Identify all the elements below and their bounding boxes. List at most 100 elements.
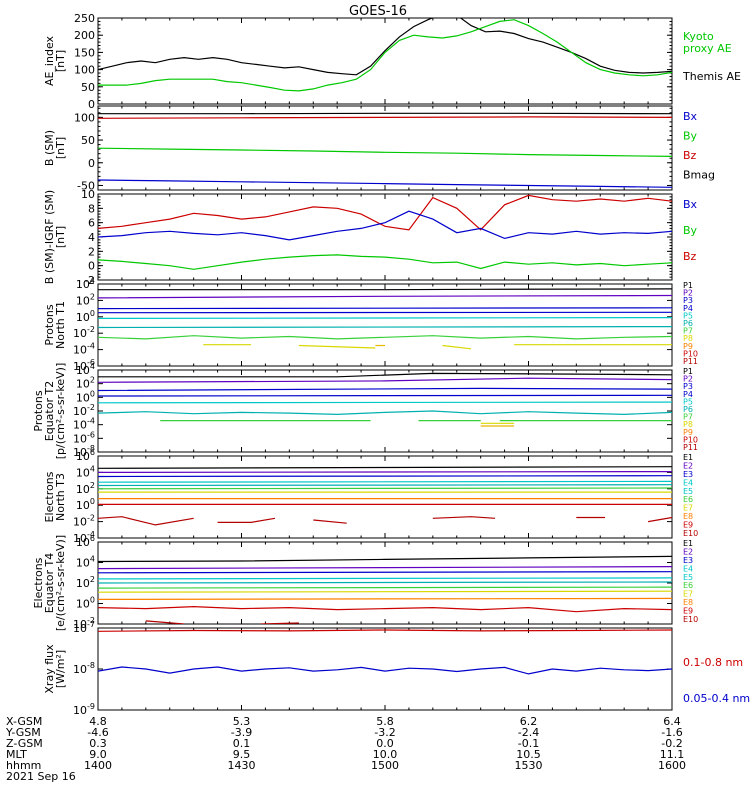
legend-label: proxy AE — [683, 42, 732, 55]
y-tick-label: 102 — [76, 376, 95, 391]
y-tick-label: 4 — [88, 231, 95, 244]
series-0-05-0-4-nm — [98, 666, 672, 675]
y-axis-label: Protons — [43, 304, 56, 345]
legend-label: Bx — [683, 198, 698, 211]
series-group — [98, 372, 672, 427]
footer-row-label: X-GSM — [6, 715, 42, 728]
y-axis-label: North T3 — [54, 473, 67, 521]
legend-label: Bz — [683, 250, 697, 263]
y-tick-label: 10-4 — [73, 342, 95, 357]
series-p1 — [98, 372, 672, 378]
y-tick-label: 0 — [88, 98, 95, 111]
legend-label: P7 — [683, 327, 693, 336]
series-bz — [98, 116, 672, 119]
legend-label: E9 — [683, 521, 693, 530]
series-e10-d — [432, 516, 496, 519]
y-tick-label: 100 — [74, 111, 95, 124]
series-e3 — [98, 571, 672, 574]
y-axis-label: Electrons — [32, 557, 45, 608]
y-tick-label: 10-6 — [73, 358, 95, 373]
series-bz — [98, 194, 672, 231]
series-by — [98, 147, 672, 157]
footer-value-mlt: 10.0 — [373, 748, 398, 761]
panel-frame — [97, 17, 673, 105]
legend-label: E5 — [683, 487, 693, 496]
y-tick-label: 102 — [76, 292, 95, 307]
footer-value-mlt: 11.1 — [660, 748, 685, 761]
y-axis-label: [nT] — [54, 50, 67, 72]
y-tick-label: 10-8 — [73, 444, 95, 459]
y-axis-label: B (SM)-IGRF (SM) — [43, 190, 56, 284]
legend-label: E2 — [683, 461, 693, 470]
y-tick-label: 2 — [88, 245, 95, 258]
series-e1 — [98, 466, 672, 469]
y-tick-label: 102 — [76, 481, 95, 496]
legend-label: E6 — [683, 495, 693, 504]
legend-label: P10 — [683, 349, 698, 358]
series-p6 — [98, 410, 672, 416]
series-e10-a — [145, 620, 185, 624]
y-axis-label: Protons — [32, 390, 45, 431]
legend-label: P11 — [683, 443, 698, 452]
y-tick-label: 0 — [88, 157, 95, 170]
series-e10-b — [260, 622, 299, 624]
legend-label: E1 — [683, 453, 693, 462]
legend-label: E7 — [683, 590, 693, 599]
footer-value-z-gsm: -0.1 — [518, 737, 539, 750]
footer-value-x-gsm: 5.8 — [376, 715, 394, 728]
y-tick-label: 10-8 — [73, 661, 95, 676]
legend-label: P1 — [683, 367, 693, 376]
legend-label: E8 — [683, 598, 693, 607]
legend-label: P2 — [683, 289, 693, 298]
series-e6 — [98, 586, 672, 589]
y-axis-label: [nT] — [54, 226, 67, 248]
footer-value-hhmm: 1430 — [228, 759, 256, 772]
y-axis-label: AE_index — [43, 35, 56, 86]
footer-value-hhmm: 1400 — [84, 759, 112, 772]
footer-value-z-gsm: 0.0 — [376, 737, 394, 750]
legend-label: By — [683, 224, 698, 237]
series-p6 — [98, 326, 672, 329]
footer-value-z-gsm: -0.2 — [661, 737, 682, 750]
footer-value-mlt: 10.5 — [516, 748, 541, 761]
series-group — [98, 194, 672, 270]
legend: 0.1-0.8 nm 0.05-0.4 nm — [683, 656, 750, 705]
series-themis-ae — [98, 18, 672, 76]
legend-label: P3 — [683, 382, 693, 391]
series-p3 — [98, 387, 672, 392]
legend-label: E3 — [683, 470, 693, 479]
footer-value-x-gsm: 6.4 — [663, 715, 681, 728]
series-e10-b — [217, 517, 276, 524]
legend-label: P4 — [683, 390, 693, 399]
y-axis-label: [W/m²] — [54, 650, 67, 688]
series-e5 — [98, 484, 672, 487]
y-tick-label: 10-4 — [73, 417, 95, 432]
legend-label: P8 — [683, 420, 693, 429]
legend-label: P10 — [683, 435, 698, 444]
legend-label: E2 — [683, 547, 693, 556]
footer-value-hhmm: 1600 — [658, 759, 686, 772]
legend-label: E10 — [683, 529, 698, 538]
footer-date: 2021 Sep 16 — [6, 770, 76, 783]
legend-label: P9 — [683, 342, 693, 351]
series-group — [98, 288, 672, 350]
footer-value-x-gsm: 5.3 — [233, 715, 251, 728]
y-tick-label: 10-2 — [73, 325, 95, 340]
legend-label: E3 — [683, 556, 693, 565]
y-tick-label: 8 — [88, 202, 95, 215]
panel-dbsm: -20 246 810 B (SM)-IGRF (SM)[nT] Bx By Bz — [43, 188, 698, 287]
y-tick-label: 100 — [76, 497, 95, 512]
footer-value-x-gsm: 4.8 — [89, 715, 107, 728]
series-p1 — [98, 288, 672, 291]
y-tick-label: 10-2 — [73, 403, 95, 418]
footer-value-z-gsm: 0.1 — [233, 737, 251, 750]
series-p2 — [98, 294, 672, 299]
footer-value-y-gsm: -2.4 — [518, 726, 539, 739]
series-group — [98, 629, 672, 675]
